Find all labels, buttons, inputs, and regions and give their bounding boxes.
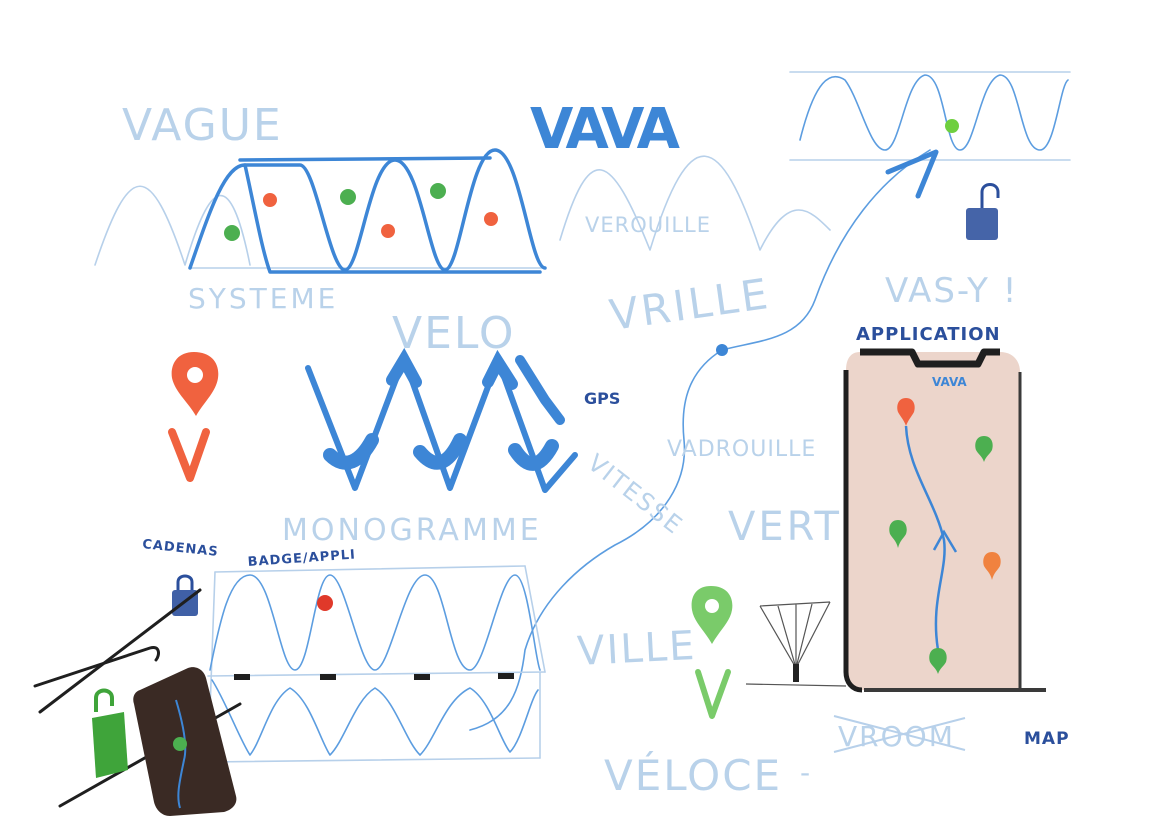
- green-dot: [224, 225, 240, 241]
- label-systeme: SYSTEME: [188, 282, 338, 315]
- label-vadrouille: VADROUILLE: [667, 437, 816, 462]
- route-line: [469, 349, 723, 731]
- label-vava-top: VAVA: [530, 97, 681, 162]
- label-badge-appli: BADGE/APPLI: [247, 547, 356, 570]
- label-monogramme: MONOGRAMME: [282, 513, 542, 548]
- label-vas-y: VAS-Y !: [885, 271, 1018, 311]
- orange-dot: [484, 212, 498, 226]
- badge-wave-sketch: [207, 565, 546, 766]
- label-ville: VILLE: [576, 623, 697, 675]
- route-node: [716, 344, 728, 356]
- label-velo: VELO: [392, 308, 515, 359]
- vava-monogram: [305, 347, 578, 493]
- location-pin-icon: [691, 586, 733, 644]
- orange-dot: [381, 224, 395, 238]
- label-application: APPLICATION: [856, 324, 1001, 345]
- v-letter-orange: [168, 428, 210, 482]
- green-dot: [340, 189, 356, 205]
- vague-wave-sketch: [94, 148, 547, 274]
- green-dot: [430, 183, 446, 199]
- label-vrille: VRILLE: [607, 269, 774, 340]
- map-pin-orange: [983, 552, 1001, 580]
- v-letter-green: [695, 669, 731, 719]
- green-dot: [945, 119, 959, 133]
- route-line: [721, 149, 931, 351]
- map-pin-orange: [897, 398, 915, 426]
- arrow-icon: [885, 149, 939, 199]
- green-dot: [173, 737, 187, 751]
- label-verouille: VEROUILLE: [585, 213, 711, 237]
- location-pin-icon: [171, 352, 219, 416]
- label-vague: VAGUE: [122, 100, 283, 151]
- orange-dot: [317, 595, 333, 611]
- vrille-wave: [559, 155, 831, 251]
- label-veloce: VÉLOCE: [604, 750, 782, 800]
- label-gps: GPS: [584, 389, 620, 408]
- map-pin-green: [889, 520, 907, 548]
- map-pin-green: [929, 648, 947, 674]
- label-dash: -: [800, 756, 810, 789]
- smartphone-icon: [843, 348, 1046, 693]
- rack-line: [38, 588, 202, 714]
- orange-dot: [263, 193, 277, 207]
- bike-stand-sketch: [745, 601, 847, 687]
- label-vert: VERT: [728, 504, 842, 550]
- label-map: MAP: [1024, 729, 1070, 749]
- top-right-wave: [789, 71, 1071, 161]
- strike-through: [833, 715, 966, 753]
- handlebar-line: [33, 645, 160, 688]
- padlock-open-icon: [92, 688, 128, 778]
- label-cadenas: CADENAS: [142, 537, 220, 560]
- label-vava-phone: VAVA: [932, 375, 967, 389]
- padlock-open-icon: [966, 183, 1000, 240]
- smartphone-icon: [133, 667, 237, 816]
- map-pin-green: [975, 436, 993, 462]
